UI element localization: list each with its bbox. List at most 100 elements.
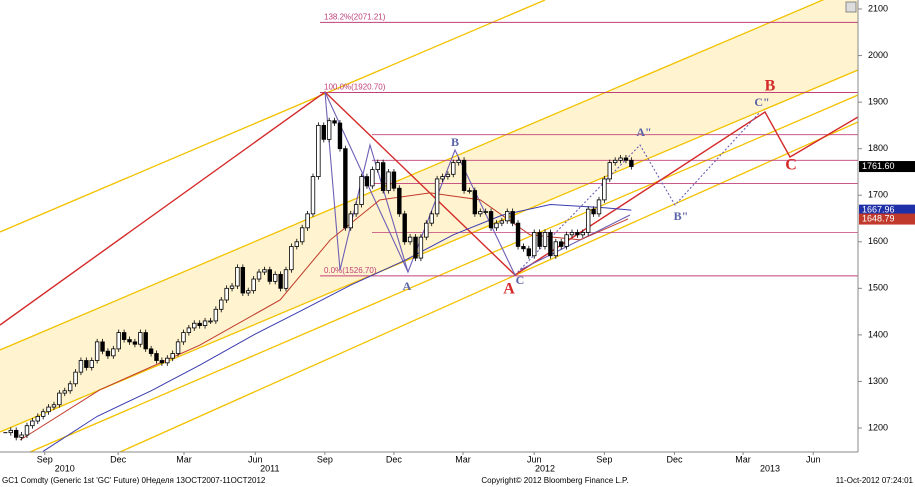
candle	[429, 213, 434, 224]
candle	[197, 322, 202, 326]
candle	[202, 320, 208, 326]
candle	[521, 246, 526, 250]
candle	[138, 332, 143, 345]
candle	[618, 157, 623, 161]
y-tick-label: 2100	[868, 3, 888, 13]
fib-label: 100.0%(1920.70)	[324, 83, 386, 92]
y-tick-label: 1700	[868, 190, 888, 200]
x-tick-label: Sep	[596, 454, 612, 464]
candle	[537, 232, 542, 247]
year-label: 2011	[260, 463, 279, 473]
candle	[57, 392, 62, 406]
candle	[391, 171, 397, 189]
candle	[402, 213, 407, 243]
wave-lines	[0, 91, 859, 326]
candle	[240, 266, 246, 294]
price-tag-label: 1667.96	[862, 205, 895, 215]
candle	[283, 269, 289, 289]
candle	[62, 390, 67, 394]
menu-icon[interactable]	[845, 1, 857, 13]
candle	[213, 308, 219, 322]
x-tick-label: Dec	[667, 454, 684, 464]
y-tick-label: 1200	[868, 422, 888, 432]
candle	[607, 162, 612, 180]
x-tick-label: Mar	[176, 454, 192, 464]
candle	[94, 341, 100, 361]
candle	[84, 360, 89, 368]
candle	[35, 415, 40, 422]
price-tag-label: 1761.60	[862, 161, 895, 171]
label: B"	[674, 209, 689, 223]
fib-label: 0.0%(1526.70)	[324, 266, 377, 275]
candle	[386, 171, 391, 191]
fib-label: 138.2%(2071.21)	[324, 12, 386, 21]
candle	[73, 371, 78, 385]
candle	[40, 411, 46, 417]
candle	[494, 222, 499, 229]
candle	[175, 341, 181, 354]
candle	[51, 404, 57, 408]
candle	[105, 350, 111, 357]
x-tick-label: Mar	[735, 454, 751, 464]
candle	[397, 187, 402, 215]
label: A"	[636, 125, 651, 139]
y-tick-label: 1900	[868, 96, 888, 106]
channel-lines	[0, 0, 859, 453]
candle	[46, 406, 51, 413]
year-label: 2013	[760, 463, 780, 473]
candle	[13, 429, 19, 438]
candle	[299, 227, 305, 243]
candle	[186, 327, 192, 333]
candle	[321, 124, 326, 140]
candle	[461, 159, 467, 191]
y-tick-label: 1400	[868, 329, 888, 339]
candle	[602, 178, 607, 201]
candle	[380, 162, 386, 191]
candle	[483, 211, 488, 213]
candle	[224, 287, 229, 301]
candle	[78, 360, 84, 373]
candle	[294, 241, 299, 247]
x-tick-label: Jun	[806, 454, 821, 464]
x-tick-label: Dec	[110, 454, 127, 464]
year-label: 2012	[535, 463, 555, 473]
candle	[67, 383, 73, 392]
label: C	[516, 273, 525, 287]
candle	[451, 162, 456, 175]
x-tick-label: Sep	[37, 454, 53, 464]
candle	[353, 204, 359, 215]
candle	[575, 232, 580, 236]
candle	[8, 429, 13, 434]
candle	[553, 241, 559, 257]
candle	[580, 232, 585, 236]
candle	[472, 190, 478, 215]
candle	[170, 353, 175, 359]
candle	[434, 178, 440, 215]
candle	[348, 213, 353, 229]
candle	[89, 360, 94, 368]
candle	[510, 211, 515, 224]
label: B	[765, 78, 776, 95]
candle	[548, 232, 553, 257]
y-tick-label: 1500	[868, 283, 888, 293]
candle	[337, 122, 343, 150]
x-tick-label: Jun	[248, 454, 263, 464]
candle	[116, 332, 121, 350]
candle	[585, 208, 591, 233]
candle	[19, 434, 24, 438]
candle	[235, 266, 240, 287]
candle	[478, 211, 483, 215]
candle	[208, 320, 213, 323]
candle	[181, 332, 186, 343]
price-tag	[859, 161, 915, 173]
candle	[418, 236, 424, 259]
candle	[629, 159, 634, 167]
candle	[278, 273, 283, 289]
candle	[440, 176, 445, 180]
candle	[316, 124, 321, 178]
label: C"	[754, 95, 769, 109]
candle	[165, 357, 170, 364]
moving-average	[42, 204, 632, 452]
candle	[612, 159, 618, 164]
candle	[305, 213, 310, 229]
